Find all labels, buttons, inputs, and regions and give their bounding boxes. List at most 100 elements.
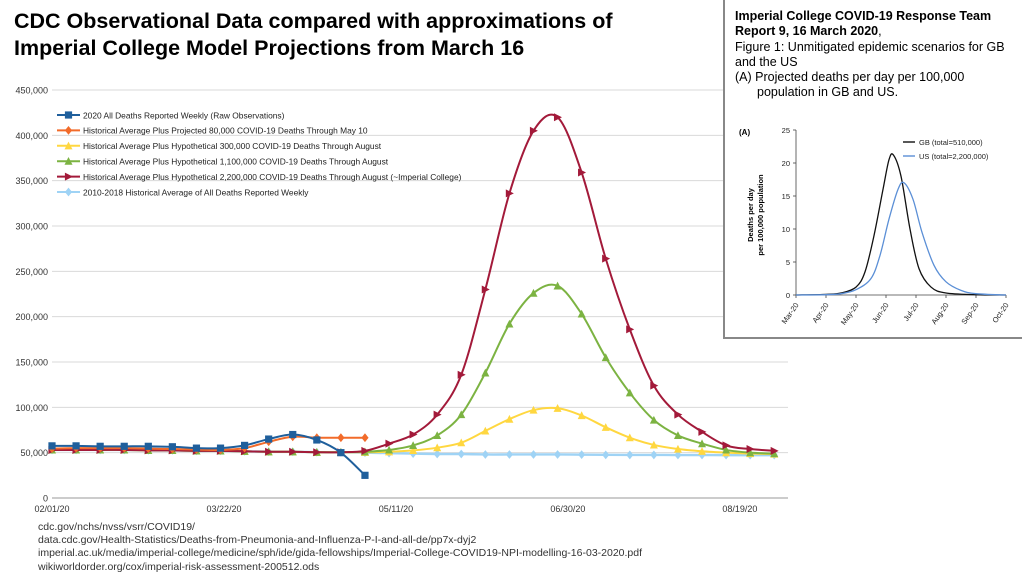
data-point <box>746 448 755 457</box>
inset-y-tick-label: 0 <box>786 291 790 300</box>
data-point <box>361 471 369 479</box>
data-point <box>649 440 658 449</box>
inset-chart: (A) Deaths per dayper 100,000 population 0… <box>739 126 1011 327</box>
data-point <box>602 450 610 460</box>
data-point <box>650 450 658 460</box>
y-tick-label: 150,000 <box>15 358 48 368</box>
data-point <box>529 126 538 135</box>
x-tick-label: 03/22/20 <box>206 504 241 514</box>
data-point <box>409 441 418 450</box>
x-tick-label: 05/11/20 <box>379 504 413 514</box>
data-point <box>409 430 418 439</box>
data-point <box>433 443 442 452</box>
inset-x-tick-label: Oct-20 <box>990 301 1010 325</box>
y-tick-label: 50,000 <box>20 448 48 458</box>
data-point <box>64 111 73 119</box>
data-point <box>168 443 176 451</box>
inset-panel-label: (A) <box>739 128 750 137</box>
x-tick-label: 06/30/20 <box>550 504 585 514</box>
data-point <box>505 319 514 328</box>
data-point <box>626 450 634 460</box>
data-point <box>601 423 610 431</box>
data-point <box>361 433 369 443</box>
data-point <box>578 450 586 460</box>
data-point <box>265 447 274 456</box>
y-tick-label: 200,000 <box>15 312 48 322</box>
data-point <box>698 427 707 436</box>
inset-y-tick-label: 15 <box>782 192 790 201</box>
data-point <box>457 438 466 447</box>
inset-x-tick-label: Jun-20 <box>870 301 891 325</box>
inset-y-label-line-1: Deaths per day <box>746 187 755 242</box>
data-point <box>722 441 731 450</box>
data-point <box>553 113 562 122</box>
legend-entry: 2010-2018 Historical Average of All Deat… <box>57 187 309 197</box>
data-point <box>770 446 779 455</box>
data-point <box>650 381 659 390</box>
data-point <box>96 442 104 450</box>
data-point <box>577 309 586 318</box>
data-point <box>64 172 73 181</box>
inset-figure-caption: Figure 1: Unmitigated epidemic scenarios… <box>735 39 1005 69</box>
title-line-1: CDC Observational Data compared with app… <box>14 9 613 33</box>
data-point <box>529 288 538 297</box>
data-point <box>64 187 73 197</box>
data-point <box>746 445 755 454</box>
data-point <box>673 431 682 440</box>
data-point <box>144 442 152 450</box>
inset-heading-comma: , <box>878 24 882 39</box>
inset-y-tick-label: 20 <box>782 159 790 168</box>
data-point <box>289 447 298 456</box>
data-point <box>505 189 514 198</box>
inset-y-tick-label: 25 <box>782 126 790 135</box>
source-link[interactable]: imperial.ac.uk/media/imperial-college/me… <box>38 547 643 560</box>
legend-label: Historical Average Plus Hypothetical 2,2… <box>83 172 462 182</box>
page-title: CDC Observational Data compared with app… <box>14 8 714 62</box>
data-point <box>481 426 490 435</box>
data-point <box>216 444 225 452</box>
x-tick-label: 02/01/20 <box>34 504 69 514</box>
y-tick-label: 250,000 <box>15 267 48 277</box>
data-point <box>457 370 466 379</box>
data-point <box>48 442 56 450</box>
data-point <box>578 168 587 177</box>
data-point <box>265 435 273 443</box>
data-point <box>433 410 442 419</box>
data-point <box>337 449 345 457</box>
y-tick-label: 100,000 <box>15 403 48 413</box>
inset-x-tick-label: Sep-20 <box>959 301 980 326</box>
data-point <box>385 445 394 454</box>
y-tick-label: 400,000 <box>15 131 48 141</box>
data-point <box>553 450 562 459</box>
inset-x-tick-label: Jul-20 <box>902 301 921 323</box>
data-point <box>626 325 635 334</box>
data-point <box>337 433 345 443</box>
source-link[interactable]: cdc.gov/nchs/nvss/vsrr/COVID19/ <box>38 521 195 533</box>
inset-y-tick-label: 5 <box>786 258 790 267</box>
data-point <box>313 448 322 457</box>
inset-heading: Imperial College COVID-19 Response Team … <box>735 9 1019 101</box>
legend-entry: 2020 All Deaths Reported Weekly (Raw Obs… <box>57 110 285 120</box>
title-line-2: Imperial College Model Projections from … <box>14 36 525 60</box>
series-raw <box>48 430 369 479</box>
data-point <box>433 449 441 459</box>
data-point <box>457 449 465 459</box>
source-link[interactable]: wikiworldorder.org/cox/imperial-risk-ass… <box>38 560 320 573</box>
source-link[interactable]: data.cdc.gov/Health-Statistics/Deaths-fr… <box>38 534 477 547</box>
inset-series-gb <box>795 153 1007 296</box>
legend-label: 2010-2018 Historical Average of All Deat… <box>83 187 309 197</box>
inset-panel-caption-a: (A) Projected deaths per day per 100,000 <box>735 70 965 85</box>
data-point <box>385 439 394 448</box>
data-point <box>361 446 370 455</box>
data-point <box>529 405 538 414</box>
data-point <box>64 157 73 165</box>
data-point <box>770 449 779 458</box>
data-point <box>289 430 297 439</box>
data-point <box>673 444 682 453</box>
data-point <box>577 411 586 420</box>
data-point <box>602 254 611 263</box>
y-tick-label: 350,000 <box>15 176 48 186</box>
data-point <box>649 415 658 424</box>
data-point <box>120 442 128 450</box>
data-point <box>529 450 538 459</box>
